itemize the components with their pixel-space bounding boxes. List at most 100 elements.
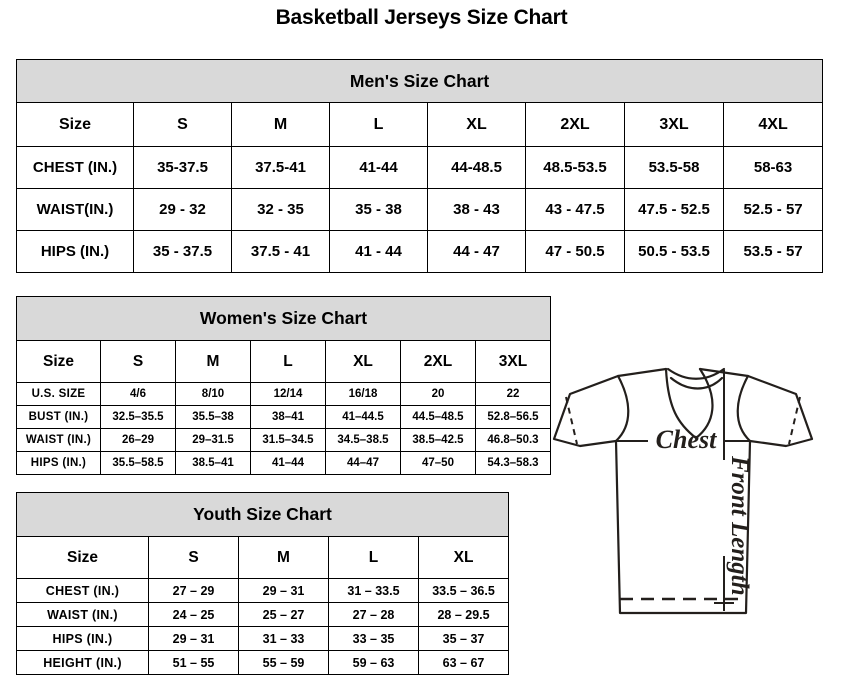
youth-row-label-waist: WAIST (IN.) [16,602,149,627]
mens-header-xl: XL [427,102,526,147]
womens-hips-m: 38.5–41 [175,451,251,475]
youth-hips-s: 29 – 31 [148,626,239,651]
womens-waist-m: 29–31.5 [175,428,251,452]
youth-waist-l: 27 – 28 [328,602,419,627]
table-row: U.S. SIZE 4/6 8/10 12/14 16/18 20 22 [16,382,551,406]
youth-waist-m: 25 – 27 [238,602,329,627]
table-row: CHEST (IN.) 35-37.5 37.5-41 41-44 44-48.… [16,146,824,189]
table-row: CHEST (IN.) 27 – 29 29 – 31 31 – 33.5 33… [16,578,510,603]
youth-chart-title-row: Youth Size Chart [15,492,510,537]
womens-bust-s: 32.5–35.5 [100,405,176,429]
womens-header-row: Size S M L XL 2XL 3XL [16,340,551,383]
womens-bust-m: 35.5–38 [175,405,251,429]
womens-header-s: S [100,340,176,383]
mens-row-label-hips: HIPS (IN.) [16,230,134,273]
right-sleeve-stitch [788,396,801,445]
womens-ussize-3xl: 22 [475,382,551,406]
youth-header-l: L [328,536,419,579]
mens-waist-3xl: 47.5 - 52.5 [624,188,724,231]
mens-header-l: L [329,102,428,147]
mens-waist-xl: 38 - 43 [427,188,526,231]
womens-row-label-bust: BUST (IN.) [16,405,101,429]
womens-waist-s: 26–29 [100,428,176,452]
womens-header-size: Size [16,340,101,383]
page-title: Basketball Jerseys Size Chart [275,6,568,29]
womens-row-label-waist: WAIST (IN.) [16,428,101,452]
youth-header-xl: XL [417,536,510,579]
womens-waist-xl: 34.5–38.5 [325,428,401,452]
mens-hips-xl: 44 - 47 [427,230,526,273]
mens-chest-xl: 44-48.5 [427,146,526,189]
mens-chest-2xl: 48.5-53.5 [525,146,625,189]
youth-chest-xl: 33.5 – 36.5 [417,578,510,603]
youth-height-m: 55 – 59 [238,650,329,675]
mens-row-label-chest: CHEST (IN.) [16,146,134,189]
table-row: HIPS (IN.) 29 – 31 31 – 33 33 – 35 35 – … [16,626,510,651]
womens-bust-2xl: 44.5–48.5 [400,405,476,429]
womens-waist-3xl: 46.8–50.3 [475,428,551,452]
mens-hips-2xl: 47 - 50.5 [525,230,625,273]
mens-hips-s: 35 - 37.5 [133,230,232,273]
womens-hips-l: 41–44 [250,451,326,475]
mens-hips-3xl: 50.5 - 53.5 [624,230,724,273]
womens-ussize-m: 8/10 [175,382,251,406]
womens-ussize-s: 4/6 [100,382,176,406]
womens-header-xl: XL [325,340,401,383]
womens-ussize-2xl: 20 [400,382,476,406]
womens-hips-xl: 44–47 [325,451,401,475]
womens-header-2xl: 2XL [400,340,476,383]
womens-hips-3xl: 54.3–58.3 [475,451,551,475]
womens-waist-l: 31.5–34.5 [250,428,326,452]
front-length-label: Front Length [726,455,753,596]
mens-waist-4xl: 52.5 - 57 [722,188,824,231]
table-row: WAIST (IN.) 26–29 29–31.5 31.5–34.5 34.5… [16,428,551,452]
mens-chest-l: 41-44 [329,146,428,189]
womens-chart-title-row: Women's Size Chart [16,296,551,341]
mens-header-m: M [231,102,330,147]
mens-hips-m: 37.5 - 41 [231,230,330,273]
womens-header-m: M [175,340,251,383]
womens-bust-xl: 41–44.5 [325,405,401,429]
youth-header-row: Size S M L XL [16,536,510,579]
womens-hips-2xl: 47–50 [400,451,476,475]
mens-chest-4xl: 58-63 [722,146,824,189]
womens-bust-l: 38–41 [250,405,326,429]
mens-chart-title: Men's Size Chart [15,59,824,103]
table-row: HIPS (IN.) 35.5–58.5 38.5–41 41–44 44–47… [16,451,551,475]
mens-chest-m: 37.5-41 [231,146,330,189]
mens-header-2xl: 2XL [525,102,625,147]
womens-size-chart-table: Women's Size Chart Size S M L XL 2XL 3XL… [16,296,551,475]
mens-waist-2xl: 43 - 47.5 [525,188,625,231]
womens-chart-title: Women's Size Chart [16,296,551,341]
mens-header-3xl: 3XL [624,102,724,147]
mens-chest-3xl: 53.5-58 [624,146,724,189]
mens-chart-title-row: Men's Size Chart [15,59,824,103]
mens-header-row: Size S M L XL 2XL 3XL 4XL [16,102,824,147]
table-row: WAIST (IN.) 24 – 25 25 – 27 27 – 28 28 –… [16,602,510,627]
womens-waist-2xl: 38.5–42.5 [400,428,476,452]
youth-height-s: 51 – 55 [148,650,239,675]
womens-header-l: L [250,340,326,383]
youth-row-label-hips: HIPS (IN.) [16,626,149,651]
womens-row-label-hips: HIPS (IN.) [16,451,101,475]
youth-header-size: Size [16,536,149,579]
youth-waist-xl: 28 – 29.5 [417,602,510,627]
youth-waist-s: 24 – 25 [148,602,239,627]
youth-chest-m: 29 – 31 [238,578,329,603]
youth-height-l: 59 – 63 [328,650,419,675]
womens-hips-s: 35.5–58.5 [100,451,176,475]
youth-chart-title: Youth Size Chart [15,492,510,537]
jersey-diagram: Chest Front Length [528,356,838,656]
womens-header-3xl: 3XL [475,340,551,383]
youth-hips-l: 33 – 35 [328,626,419,651]
womens-row-label-us-size: U.S. SIZE [16,382,101,406]
youth-row-label-height: HEIGHT (IN.) [16,650,149,675]
youth-chest-s: 27 – 29 [148,578,239,603]
youth-header-s: S [148,536,239,579]
mens-header-s: S [133,102,232,147]
mens-hips-4xl: 53.5 - 57 [722,230,824,273]
womens-ussize-l: 12/14 [250,382,326,406]
mens-header-4xl: 4XL [722,102,824,147]
left-sleeve-stitch [565,396,578,445]
youth-header-m: M [238,536,329,579]
